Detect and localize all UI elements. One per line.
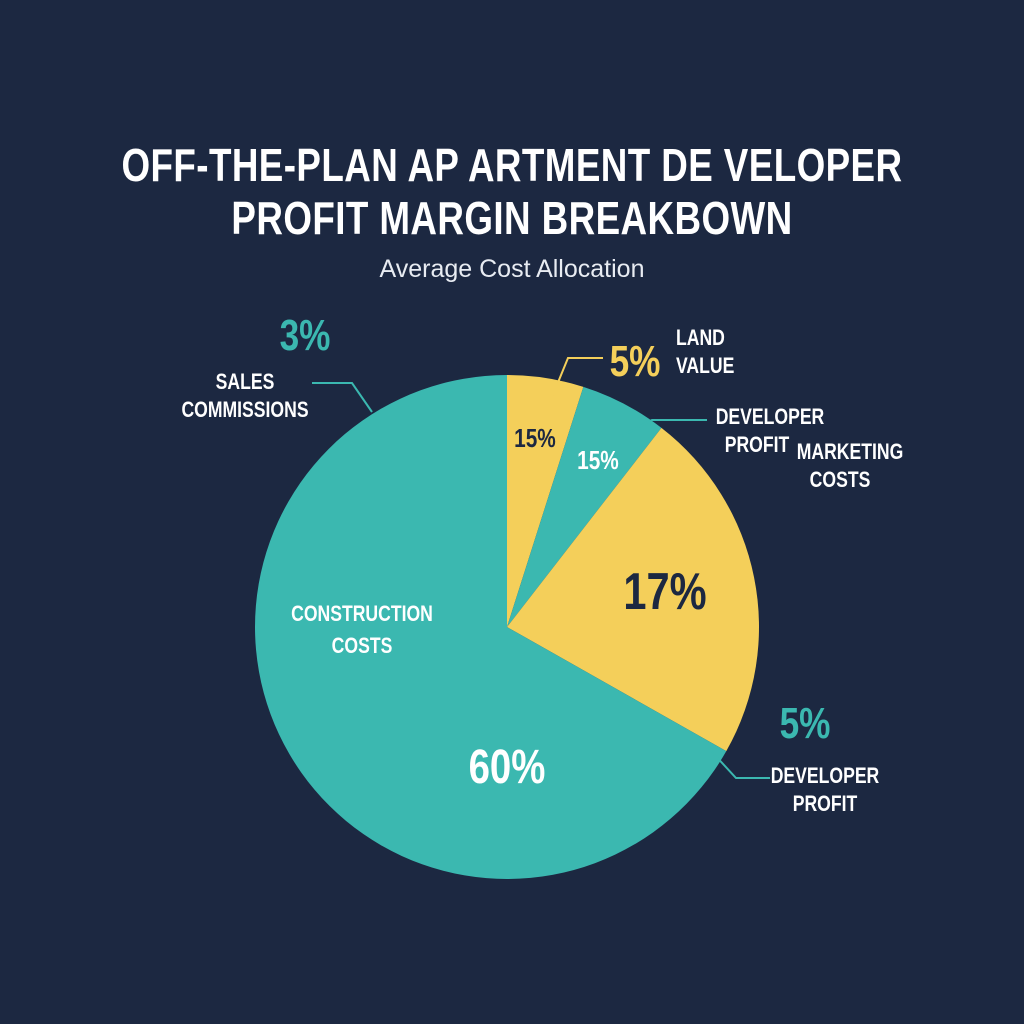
- chart-title-line-2: PROFIT MARGIN BREAKBOWN: [231, 192, 793, 244]
- annotation-developer-profit-top-line-1: DEVELOPER: [715, 404, 825, 429]
- leader-line-developer-profit-bottom: [711, 751, 770, 779]
- leader-line-developer-profit-top: [621, 419, 707, 437]
- slice-label-2: 15%: [577, 445, 619, 475]
- chart-subtitle: Average Cost Allocation: [379, 255, 645, 283]
- annotation-value-sales-commissions: 3%: [279, 311, 331, 360]
- annotation-land-value-line-1: LAND: [676, 325, 725, 350]
- annotation-marketing-costs-line-2: COSTS: [809, 467, 871, 492]
- annotation-developer-profit-bottom-line-1: DEVELOPER: [770, 763, 880, 788]
- slice-label-1: 15%: [514, 423, 556, 453]
- slice-label-4: 60%: [468, 741, 546, 794]
- annotation-marketing-costs-line-1: MARKETING: [796, 439, 904, 464]
- construction-label-line-2: COSTS: [331, 633, 393, 658]
- pie-slice-4: [255, 375, 727, 879]
- annotation-value-developer-profit: 5%: [779, 699, 831, 748]
- construction-label-line-1: CONSTRUCTION: [291, 601, 433, 626]
- annotation-developer-profit-top-line-2: PROFIT: [724, 432, 790, 457]
- annotation-developer-profit-bottom-line-2: PROFIT: [792, 791, 858, 816]
- chart-title-line-1: OFF-THE-PLAN AP ARTMENT DE VELOPER: [121, 139, 903, 191]
- pie-slice-2: [507, 386, 662, 627]
- annotation-sales-commissions-line-1: SALES: [215, 369, 275, 394]
- leader-line-sales-commissions: [312, 382, 373, 413]
- annotation-land-value-line-2: VALUE: [676, 353, 735, 378]
- slice-label-3: 17%: [623, 563, 707, 621]
- annotation-sales-commissions-line-2: COMMISSIONS: [181, 397, 309, 422]
- pie-slice-1: [507, 375, 584, 627]
- leader-line-land-value: [549, 357, 603, 403]
- pie-slice-3: [507, 427, 759, 752]
- annotation-value-land-value: 5%: [609, 337, 661, 386]
